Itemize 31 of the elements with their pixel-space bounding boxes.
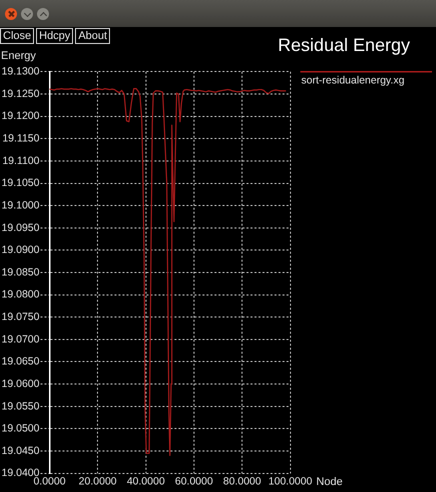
x-tick-label: 0.0000 [33, 475, 66, 488]
y-tick-label: 19.0500 [2, 422, 40, 435]
series-label: sort-residualenergy.xg [301, 74, 405, 87]
x-tick-label: 100.0000 [268, 475, 312, 488]
y-tick-label: 19.0650 [2, 356, 40, 368]
x-tick-label: 60.0000 [174, 475, 214, 488]
y-tick-label: 19.0950 [2, 222, 40, 234]
y-tick-label: 19.1100 [2, 154, 40, 167]
y-tick-label: 19.1250 [2, 88, 40, 100]
button: About [75, 28, 110, 44]
y-tick-label: 19.0700 [2, 333, 40, 346]
button: Close [0, 28, 34, 44]
x-tick-label: 80.0000 [223, 475, 262, 488]
y-tick-label: 19.1300 [2, 66, 40, 78]
x-tick-label: 20.0000 [78, 475, 117, 488]
y-tick-label: 19.0550 [2, 400, 40, 412]
y-tick-label: 19.0600 [2, 378, 40, 390]
y-tick-label: 19.1050 [2, 177, 40, 190]
x-axis-title: Node [316, 476, 343, 488]
y-tick-label: 19.1200 [2, 110, 40, 122]
y-tick-label: 19.1150 [2, 132, 40, 145]
y-tick-label: 19.0450 [2, 444, 40, 457]
y-tick-label: 19.0900 [2, 244, 40, 256]
y-tick-label: 19.1000 [2, 199, 40, 212]
y-axis-title: Energy [1, 50, 36, 62]
y-tick-label: 19.0800 [2, 288, 40, 301]
button: Hdcpy [36, 28, 74, 44]
y-tick-label: 19.0850 [2, 266, 40, 278]
text: Residual Energy [278, 35, 410, 55]
x-tick-label: 40.0000 [126, 475, 165, 488]
y-tick-label: 19.0750 [2, 311, 40, 324]
